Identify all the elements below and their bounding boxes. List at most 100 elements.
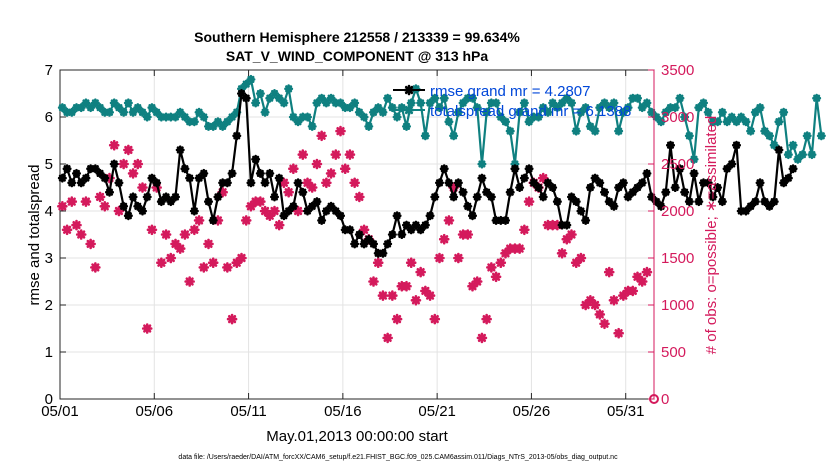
spread-marker (222, 117, 232, 127)
rmse-marker (439, 164, 449, 174)
spread-marker (774, 117, 784, 127)
chart-title-line2: SAT_V_WIND_COMPONENT @ 313 hPa (226, 48, 489, 64)
spread-marker (359, 112, 369, 122)
rmse-marker (614, 183, 624, 192)
rmse-marker (105, 187, 114, 197)
spread-marker (251, 98, 261, 108)
obs-marker (434, 252, 445, 264)
rmse-marker (633, 183, 642, 192)
spread-marker (543, 107, 553, 117)
rmse-marker (590, 173, 600, 183)
obs-marker (486, 262, 497, 273)
obs-marker (453, 252, 464, 264)
rmse-marker (406, 225, 416, 235)
rmse-marker (661, 187, 671, 197)
spread-marker (689, 154, 699, 164)
rmse-marker (128, 192, 138, 202)
y-right-tick-label: 3500 (661, 62, 694, 79)
obs-marker (523, 196, 535, 207)
obs-marker (561, 233, 573, 245)
spread-marker (402, 121, 411, 131)
rmse-marker (524, 164, 534, 174)
rmse-marker (156, 197, 166, 207)
legend-spread-star (403, 104, 415, 116)
spread-marker (364, 121, 374, 131)
spread-marker (548, 98, 558, 108)
rmse-marker (312, 197, 322, 207)
obs-marker (278, 177, 290, 189)
obs-marker (391, 313, 403, 325)
rmse-marker (255, 168, 265, 178)
rmse-marker (354, 230, 364, 239)
rmse-marker (675, 164, 685, 174)
rmse-marker (453, 178, 463, 188)
rmse-marker (496, 215, 506, 225)
obs-marker (127, 168, 139, 179)
rmse-marker (246, 178, 256, 188)
rmse-marker (227, 168, 237, 178)
spread-marker (435, 103, 444, 113)
spread-marker (142, 112, 152, 122)
y-left-tick-label: 6 (45, 109, 53, 126)
rmse-marker (444, 178, 454, 188)
y-right-tick-label: 1500 (661, 250, 694, 267)
spread-marker (185, 117, 195, 127)
spread-marker (732, 117, 741, 127)
rmse-marker (538, 192, 548, 202)
rmse-marker (628, 187, 638, 197)
rmse-marker (736, 206, 746, 216)
spread-marker (218, 121, 228, 131)
spread-marker (114, 103, 124, 113)
spread-marker (298, 112, 308, 122)
rmse-marker (670, 183, 680, 192)
spread-marker (510, 159, 520, 169)
obs-marker (401, 280, 412, 292)
rmse-marker (86, 164, 96, 174)
y-right-tick-label: 0 (661, 391, 669, 408)
obs-marker (80, 196, 92, 207)
obs-marker (372, 257, 384, 268)
rmse-marker (123, 211, 133, 221)
legend-rmse-star (403, 84, 415, 96)
spread-marker (807, 150, 817, 160)
rmse-marker (581, 215, 591, 225)
rmse-marker (567, 192, 576, 202)
obs-marker (321, 177, 332, 189)
obs-marker (132, 158, 144, 170)
rmse-marker (67, 178, 77, 188)
obs-marker (618, 290, 629, 301)
rmse-marker (213, 192, 223, 202)
legend-rmse-marker (403, 84, 415, 96)
rmse-marker (350, 239, 360, 249)
spread-marker (119, 107, 129, 117)
rmse-marker (237, 89, 246, 98)
obs-marker (189, 224, 200, 236)
rmse-marker (62, 164, 72, 174)
obs-marker (424, 290, 436, 301)
y-left-tick-label: 5 (45, 156, 53, 173)
spread-marker (123, 98, 133, 108)
rmse-marker (119, 201, 129, 211)
obs-marker (123, 144, 134, 156)
rmse-marker (618, 178, 628, 188)
x-tick-label: 05/06 (136, 403, 174, 420)
spread-marker (675, 93, 685, 103)
rmse-marker (222, 178, 232, 188)
spread-marker (666, 103, 675, 113)
obs-marker (636, 276, 648, 287)
spread-marker (633, 93, 642, 103)
chart-title-line1: Southern Hemisphere 212558 / 213339 = 99… (194, 29, 520, 45)
rmse-marker (722, 164, 732, 174)
spread-marker (76, 103, 86, 113)
spread-marker (317, 93, 327, 103)
y-right-tick-label: 2000 (661, 203, 694, 220)
spread-marker (336, 98, 345, 108)
spread-marker (628, 93, 638, 103)
obs-marker (170, 238, 181, 250)
assimilated-series (57, 125, 659, 404)
spread-marker (303, 112, 312, 122)
spread-marker (425, 98, 435, 108)
rmse-marker (364, 234, 374, 244)
obs-marker (641, 266, 653, 278)
